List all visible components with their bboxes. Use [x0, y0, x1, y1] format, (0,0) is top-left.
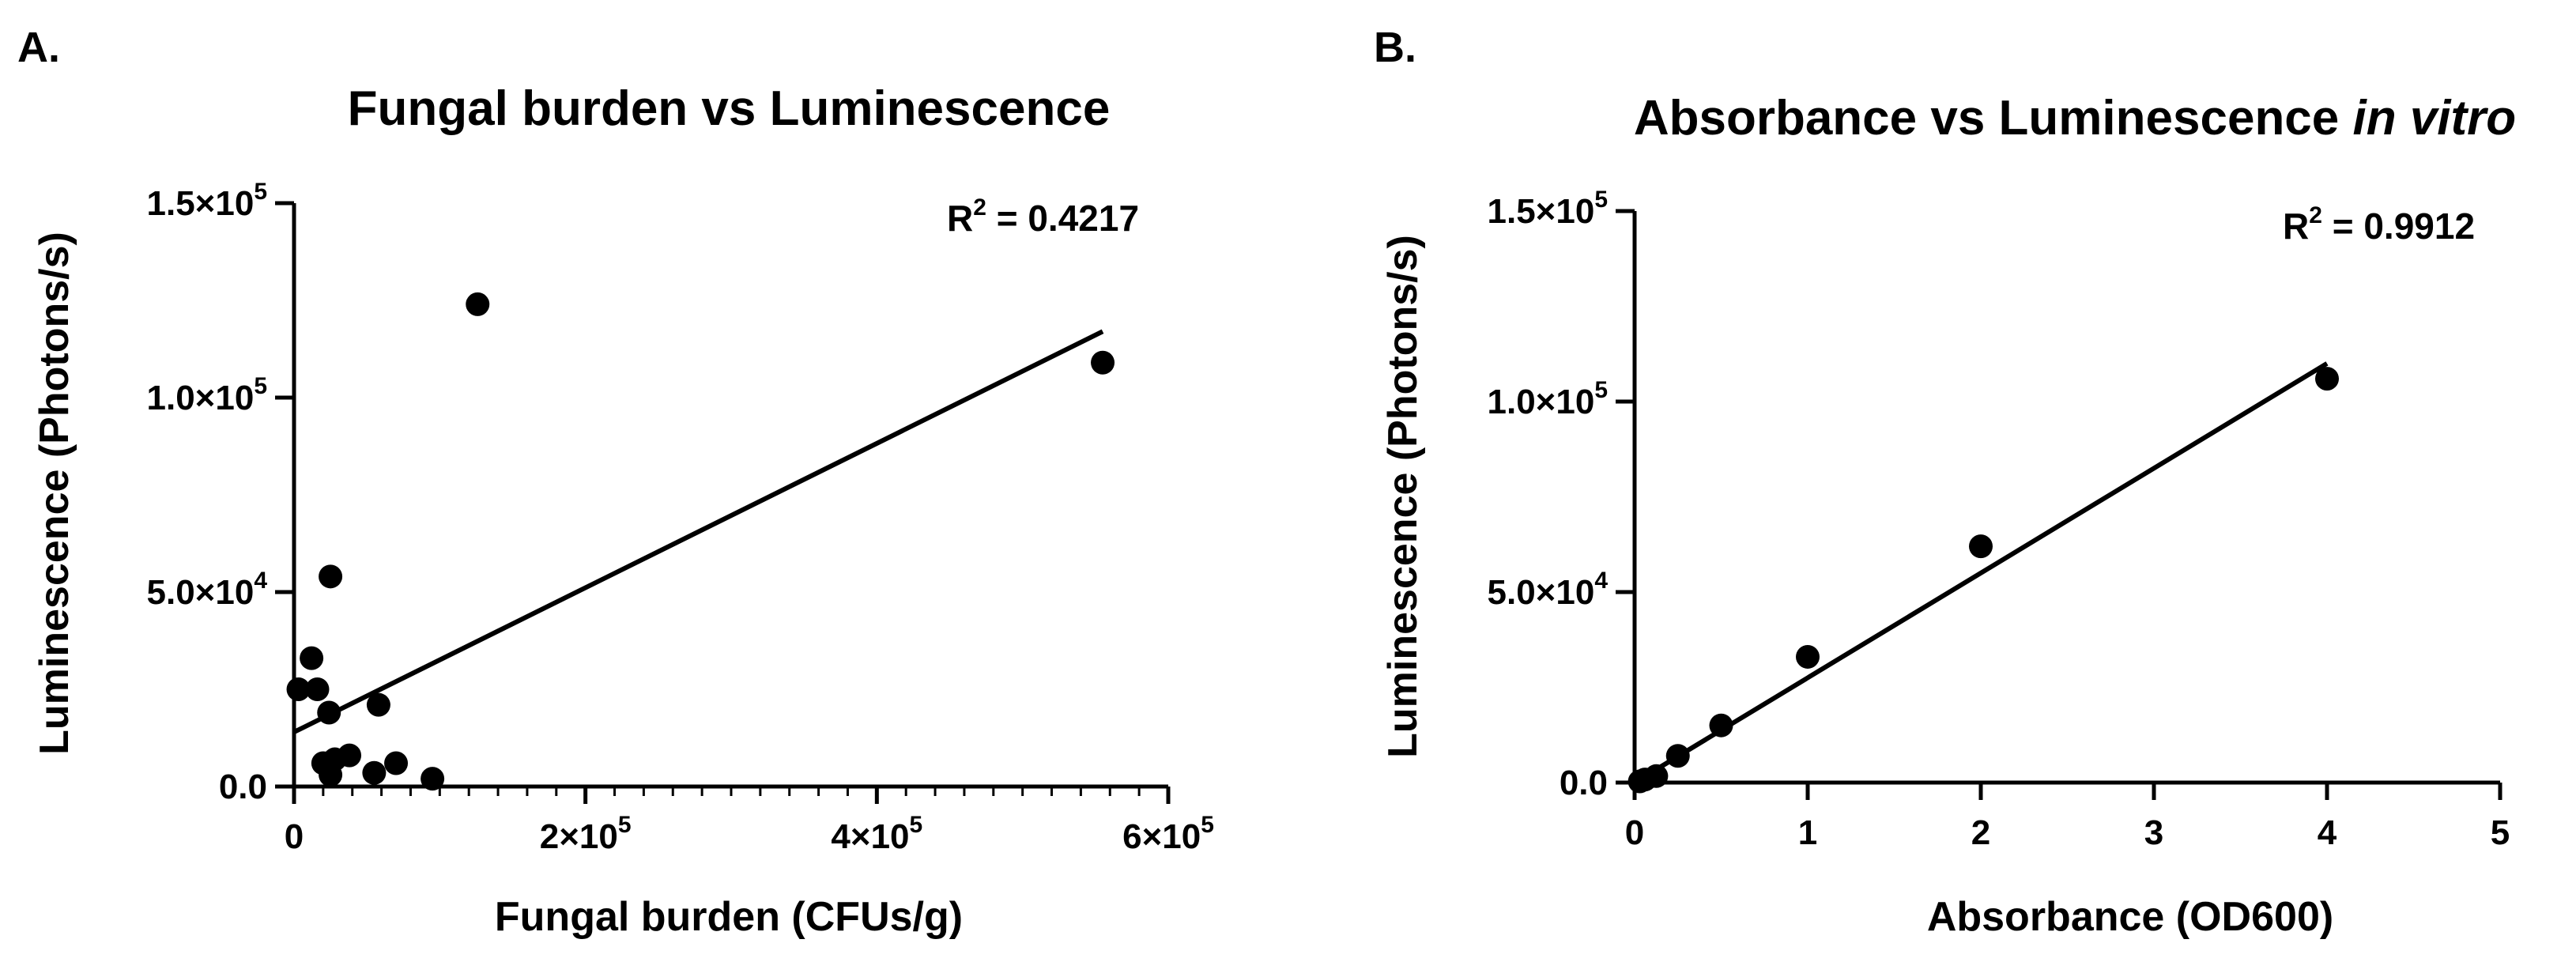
panel-b-x-tick-label: 5	[2491, 813, 2510, 852]
panel-b-x-tick-label: 4	[2318, 813, 2337, 852]
panel-b-y-tick-label: 5.0×104	[1488, 568, 1609, 612]
panel-a-data-point	[300, 646, 324, 670]
panel-a-data-point	[319, 564, 343, 589]
panel-a-data-point	[384, 751, 409, 775]
panel-a-x-tick-label: 2×105	[540, 812, 632, 856]
panel-b-data-point	[1644, 764, 1669, 788]
panel-b-x-tick-label: 2	[1971, 813, 1990, 852]
panel-b-x-tick-label: 0	[1625, 813, 1644, 852]
panel-b: B. Absorbance vs Luminescence in vitro R…	[1374, 24, 2516, 940]
panel-b-regression-line	[1633, 361, 2329, 785]
panel-a-data-point	[466, 292, 490, 316]
panel-a-label: A.	[17, 24, 60, 71]
panel-b-data-point	[2315, 367, 2339, 391]
panel-b-r2-annotation: R2 = 0.9912	[2283, 202, 2475, 247]
panel-a-data-point	[366, 692, 390, 717]
panel-a-y-tick-label: 1.0×105	[147, 373, 268, 417]
panel-a-data-point	[421, 767, 445, 791]
panel-b-x-tick-label: 1	[1798, 813, 1817, 852]
panel-a-r2-annotation: R2 = 0.4217	[947, 194, 1139, 239]
panel-b-label: B.	[1374, 24, 1416, 71]
panel-b-data-point	[1709, 713, 1733, 738]
panel-a-plot: 0 2×105 4×105 6×105 0.0 5.0×104 1.0×105 1.5×105	[147, 179, 1214, 856]
panel-a-data-point	[362, 760, 387, 785]
panel-a-data-point	[286, 677, 311, 701]
panel-b-data-point	[1665, 744, 1690, 768]
panel-b-x-tick-label: 3	[2144, 813, 2163, 852]
panel-a-y-tick-label: 5.0×104	[147, 568, 268, 612]
panel-a-y-tick-label: 0.0	[219, 768, 267, 806]
panel-a-regression-line	[292, 329, 1104, 734]
panel-b-data-point	[1796, 644, 1820, 669]
panel-a-y-tick-label: 1.5×105	[147, 179, 268, 223]
panel-a-data-point	[338, 743, 362, 768]
panel-a-data-point	[305, 677, 330, 701]
panel-a-x-tick-label: 4×105	[831, 812, 922, 856]
panel-b-y-tick-label: 1.0×105	[1488, 377, 1609, 421]
panel-b-y-axis-label: Luminescence (Photons/s)	[1380, 235, 1426, 758]
panel-a-x-axis-label: Fungal burden (CFUs/g)	[495, 894, 963, 940]
panel-a-x-tick-label: 0	[285, 817, 304, 856]
panel-b-plot: 0 1 2 3 4 5 0.0 5.0×104 1.0×105 1.5×105	[1488, 187, 2510, 852]
panel-a-y-axis-label: Luminescence (Photons/s)	[32, 232, 77, 755]
panel-b-data-point	[1969, 534, 1993, 559]
panel-a-data-point	[317, 700, 341, 725]
panel-b-title: Absorbance vs Luminescence in vitro	[1634, 91, 2516, 145]
panel-a-data-point	[1091, 350, 1115, 375]
panel-a-x-tick-label: 6×105	[1122, 812, 1214, 856]
panel-a: A. Fungal burden vs Luminescence R2 = 0.…	[17, 24, 1214, 940]
panel-a-title: Fungal burden vs Luminescence	[348, 81, 1111, 136]
panel-b-y-tick-label: 0.0	[1560, 764, 1608, 802]
panel-b-x-axis-label: Absorbance (OD600)	[1927, 894, 2333, 940]
panel-b-y-tick-label: 1.5×105	[1488, 187, 1609, 231]
